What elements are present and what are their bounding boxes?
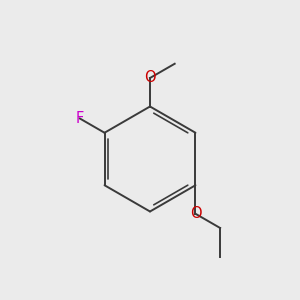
Text: F: F [76, 111, 84, 126]
Text: O: O [144, 70, 156, 86]
Text: O: O [190, 206, 201, 221]
